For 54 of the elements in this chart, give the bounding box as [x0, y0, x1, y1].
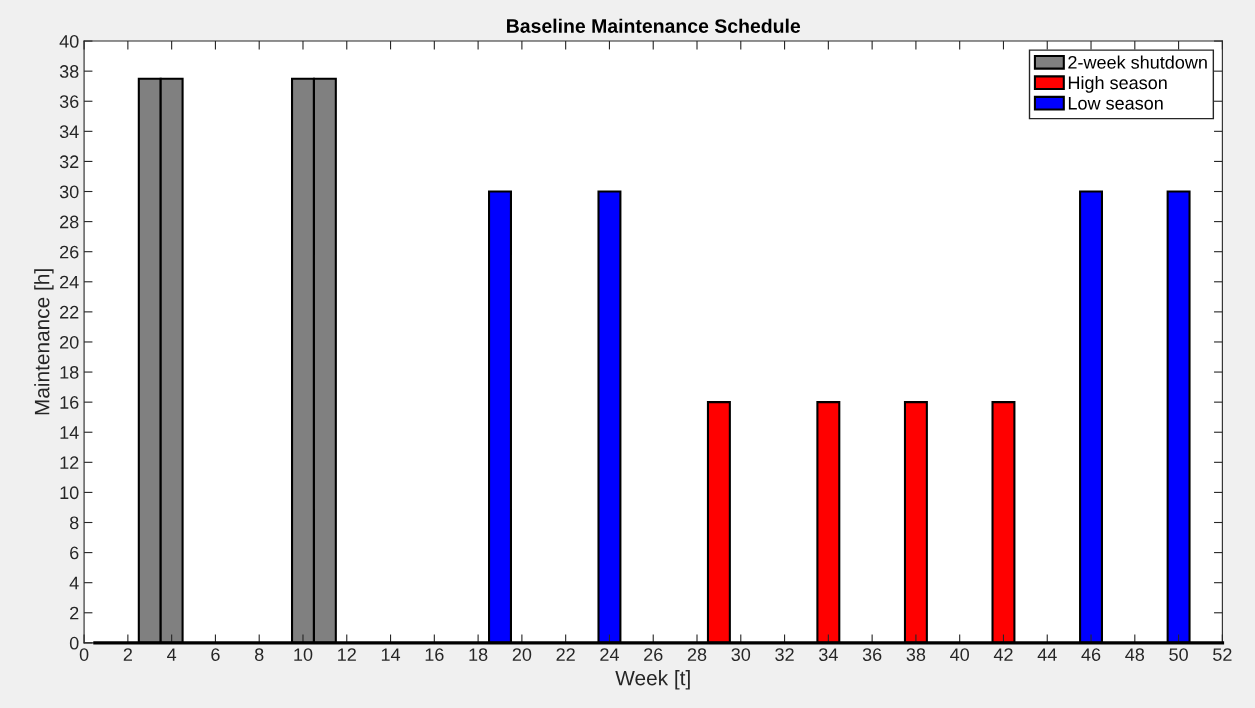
y-tick-label: 18	[60, 365, 79, 379]
y-tick-label: 0	[69, 636, 79, 650]
x-axis-title: Week [t]	[615, 670, 690, 690]
y-tick-label: 40	[59, 35, 79, 48]
y-tick-label: 8	[69, 516, 79, 530]
legend-label: High season	[1068, 75, 1167, 93]
y-tick-label: 22	[60, 305, 79, 319]
x-tick-label: 0	[79, 648, 89, 661]
x-tick-label: 2	[123, 648, 132, 661]
y-tick-label: 14	[60, 426, 79, 439]
x-tick-label: 28	[687, 648, 707, 661]
x-tick-label: 4	[167, 648, 177, 661]
x-tick-label: 36	[862, 648, 882, 661]
x-tick-label: 12	[338, 648, 356, 661]
y-tick-label: 6	[70, 546, 79, 560]
x-tick-label: 18	[469, 648, 488, 661]
y-tick-label: 10	[60, 486, 79, 500]
x-tick-label: 10	[294, 648, 313, 661]
y-tick-label: 16	[60, 396, 79, 409]
y-tick-label: 38	[59, 65, 79, 78]
x-tick-label: 48	[1125, 648, 1145, 661]
y-tick-label: 26	[60, 245, 79, 259]
y-tick-label: 32	[59, 155, 79, 169]
x-tick-label: 46	[1081, 648, 1101, 661]
x-tick-label: 52	[1213, 648, 1232, 661]
x-tick-label: 8	[254, 648, 264, 661]
x-tick-label: 26	[644, 648, 663, 661]
y-tick-label: 20	[60, 335, 79, 349]
y-tick-label: 4	[69, 576, 79, 590]
x-tick-label: 16	[425, 648, 444, 661]
y-axis-title: Maintenance [h]	[34, 269, 54, 415]
x-tick-label: 50	[1169, 648, 1188, 661]
chart-title: Baseline Maintenance Schedule	[507, 18, 801, 33]
x-tick-label: 22	[556, 648, 575, 661]
x-tick-label: 14	[381, 648, 401, 661]
legend-label: Low season	[1068, 97, 1163, 110]
x-tick-label: 6	[211, 648, 220, 661]
y-tick-label: 2	[70, 606, 79, 620]
x-tick-label: 38	[906, 648, 926, 661]
y-tick-label: 36	[59, 95, 79, 108]
y-tick-label: 12	[60, 456, 79, 469]
legend-label: 2-week shutdown	[1068, 55, 1207, 69]
x-tick-label: 20	[512, 648, 532, 661]
x-tick-label: 32	[775, 648, 794, 661]
x-tick-label: 24	[600, 648, 619, 661]
x-tick-label: 40	[950, 648, 970, 661]
y-tick-label: 34	[59, 125, 79, 139]
x-tick-label: 34	[819, 648, 838, 661]
x-tick-label: 44	[1037, 648, 1057, 661]
y-tick-label: 28	[60, 215, 79, 229]
x-tick-label: 42	[993, 648, 1013, 661]
y-tick-label: 30	[59, 185, 79, 199]
y-tick-label: 24	[60, 275, 79, 289]
x-tick-label: 30	[731, 648, 751, 661]
